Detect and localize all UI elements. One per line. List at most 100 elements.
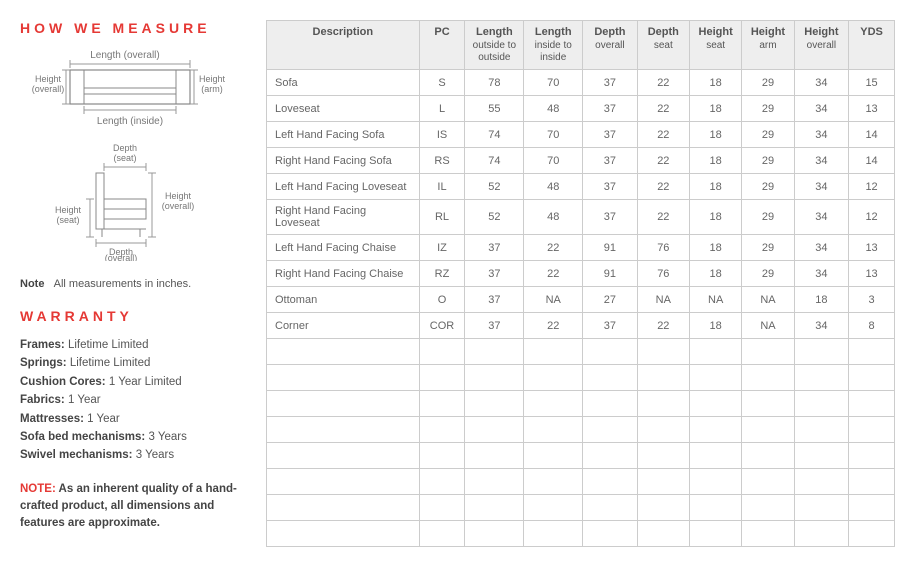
table-cell: S [419, 70, 465, 96]
table-cell-empty [794, 495, 849, 521]
table-cell: 37 [465, 261, 524, 287]
table-cell-empty [794, 365, 849, 391]
table-cell: 22 [524, 235, 583, 261]
table-cell: 18 [689, 235, 741, 261]
table-cell-empty [742, 521, 794, 547]
table-cell: 34 [794, 313, 849, 339]
table-cell-empty [465, 417, 524, 443]
table-row: Right Hand Facing LoveseatRL524837221829… [267, 200, 895, 235]
table-row-empty [267, 365, 895, 391]
warranty-item-label: Frames: [20, 339, 65, 351]
table-cell-empty [419, 521, 465, 547]
table-cell: 76 [637, 261, 689, 287]
table-cell: Sofa [267, 70, 420, 96]
table-cell: 34 [794, 96, 849, 122]
svg-text:Height: Height [199, 74, 226, 84]
table-cell-empty [637, 443, 689, 469]
svg-text:(overall): (overall) [32, 84, 65, 94]
warranty-item-label: Springs: [20, 357, 67, 369]
table-cell-empty [465, 521, 524, 547]
table-cell: RZ [419, 261, 465, 287]
table-cell-empty [689, 391, 741, 417]
table-cell-empty [689, 417, 741, 443]
table-cell: Left Hand Facing Chaise [267, 235, 420, 261]
table-cell: Left Hand Facing Loveseat [267, 174, 420, 200]
table-cell: 14 [849, 148, 895, 174]
table-cell: 22 [637, 70, 689, 96]
table-cell-empty [689, 521, 741, 547]
table-cell-empty [465, 495, 524, 521]
table-cell-empty [637, 417, 689, 443]
table-cell-empty [742, 417, 794, 443]
table-cell-empty [742, 391, 794, 417]
svg-text:(arm): (arm) [201, 84, 223, 94]
table-cell: 78 [465, 70, 524, 96]
warranty-item-value: 3 Years [145, 431, 187, 443]
table-cell: Right Hand Facing Sofa [267, 148, 420, 174]
table-cell: 37 [465, 287, 524, 313]
svg-text:Height: Height [165, 191, 192, 201]
diagram-top: Length (overall) Height (overall) Height… [20, 48, 248, 131]
warranty-item-value: 1 Year [65, 394, 101, 406]
table-row: OttomanO37NA27NANANA183 [267, 287, 895, 313]
table-cell-empty [583, 443, 638, 469]
warranty-item-label: Swivel mechanisms: [20, 449, 133, 461]
table-header: Description [267, 21, 420, 70]
table-header: Heightoverall [794, 21, 849, 70]
table-cell: 70 [524, 70, 583, 96]
warranty-item: Frames: Lifetime Limited [20, 336, 248, 354]
table-cell: 37 [465, 313, 524, 339]
table-cell: 18 [689, 261, 741, 287]
table-cell-empty [849, 495, 895, 521]
table-cell-empty [637, 521, 689, 547]
table-cell: NA [742, 313, 794, 339]
table-cell: 22 [637, 174, 689, 200]
table-cell: 29 [742, 261, 794, 287]
table-cell-empty [794, 339, 849, 365]
table-cell-empty [419, 365, 465, 391]
table-cell-empty [583, 365, 638, 391]
table-cell: Left Hand Facing Sofa [267, 122, 420, 148]
table-cell: 29 [742, 96, 794, 122]
table-cell-empty [742, 339, 794, 365]
table-cell-empty [689, 495, 741, 521]
table-row: Left Hand Facing LoveseatIL5248372218293… [267, 174, 895, 200]
table-header: Depthseat [637, 21, 689, 70]
table-cell: 37 [583, 148, 638, 174]
table-cell: 8 [849, 313, 895, 339]
table-cell: 76 [637, 235, 689, 261]
table-cell: L [419, 96, 465, 122]
table-cell-empty [267, 365, 420, 391]
table-cell-empty [849, 365, 895, 391]
svg-text:(seat): (seat) [113, 153, 136, 163]
note-measurements: Note All measurements in inches. [20, 278, 248, 290]
table-cell-empty [419, 339, 465, 365]
table-cell-empty [465, 391, 524, 417]
table-header: Heightseat [689, 21, 741, 70]
table-cell: Right Hand Facing Loveseat [267, 200, 420, 235]
table-cell-empty [267, 495, 420, 521]
note-text: All measurements in inches. [54, 278, 192, 290]
table-cell-empty [583, 469, 638, 495]
table-cell: 22 [637, 96, 689, 122]
table-cell-empty [637, 391, 689, 417]
table-cell-empty [794, 469, 849, 495]
table-cell: 13 [849, 96, 895, 122]
table-cell-empty [524, 365, 583, 391]
table-cell: 37 [465, 235, 524, 261]
warranty-item-value: Lifetime Limited [65, 339, 149, 351]
table-cell-empty [419, 469, 465, 495]
table-cell: 27 [583, 287, 638, 313]
table-row: Left Hand Facing ChaiseIZ372291761829341… [267, 235, 895, 261]
table-cell: 18 [794, 287, 849, 313]
table-cell-empty [419, 417, 465, 443]
table-cell-empty [794, 391, 849, 417]
table-row-empty [267, 443, 895, 469]
table-cell: 37 [583, 70, 638, 96]
table-cell-empty [794, 417, 849, 443]
table-cell-empty [849, 417, 895, 443]
table-cell: 52 [465, 174, 524, 200]
table-cell: 34 [794, 174, 849, 200]
table-header: Lengthinside to inside [524, 21, 583, 70]
table-cell-empty [465, 469, 524, 495]
